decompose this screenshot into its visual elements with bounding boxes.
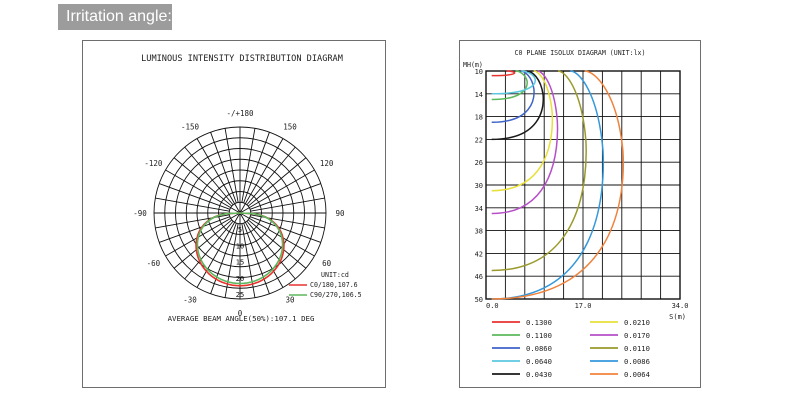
isolux-ytick: 30: [475, 182, 483, 190]
polar-spoke: [239, 212, 284, 288]
polar-spoke: [250, 214, 325, 229]
isolux-xtick: 0.0: [486, 302, 499, 310]
isolux-ytick: 50: [475, 296, 483, 304]
isolux-ytick: 14: [475, 91, 483, 99]
polar-angle-label: -60: [147, 259, 161, 268]
isolux-ytick: 10: [475, 68, 483, 76]
polar-angle-label: 120: [320, 159, 334, 168]
isolux-contour: [491, 70, 535, 124]
isolux-legend-label: 0.0086: [624, 357, 650, 366]
isolux-chart-panel: C0 PLANE ISOLUX DIAGRAM (UNIT:lx) MH(m) 10…: [459, 40, 701, 388]
polar-radial-label: 5: [238, 226, 242, 234]
polar-angle-label: 30: [285, 296, 295, 305]
polar-spoke: [243, 222, 270, 294]
isolux-legend-label: 0.0640: [526, 357, 552, 366]
polar-series-curve: [196, 212, 284, 285]
isolux-legend-label: 0.1300: [526, 318, 552, 327]
isolux-ytick: 26: [475, 159, 483, 167]
polar-spoke: [239, 169, 315, 214]
polar-angle-label: 0: [238, 309, 243, 318]
polar-legend-label: C90/270,106.5: [310, 291, 362, 299]
polar-spoke: [249, 183, 321, 210]
isolux-chart: C0 PLANE ISOLUX DIAGRAM (UNIT:lx) MH(m)10…: [463, 49, 689, 379]
polar-spoke: [249, 216, 321, 243]
isolux-grid: [485, 70, 681, 300]
polar-radial-label: 10: [236, 242, 244, 250]
isolux-contour: [491, 70, 516, 77]
polar-spoke: [184, 146, 234, 206]
polar-spoke: [247, 219, 307, 269]
polar-spoke: [246, 146, 296, 206]
polar-angle-label: 90: [335, 209, 345, 218]
polar-spoke: [239, 138, 284, 214]
polar-legend-label: C0/180,107.6: [310, 281, 358, 289]
polar-chart-panel: LUMINOUS INTENSITY DISTRIBUTION DIAGRAM -…: [82, 40, 386, 388]
polar-angle-label: -120: [144, 159, 163, 168]
isolux-legend-label: 0.0860: [526, 344, 552, 353]
isolux-contour: [491, 70, 624, 300]
isolux-xlabel: S(m): [669, 313, 686, 321]
polar-spoke: [243, 132, 270, 204]
polar-radial-label: 15: [236, 259, 244, 267]
polar-spoke: [224, 128, 239, 203]
polar-angle-label: -90: [133, 209, 147, 218]
polar-spoke: [165, 169, 241, 214]
polar-spoke: [173, 219, 233, 269]
isolux-ylabel: MH(m): [463, 61, 483, 69]
polar-spoke: [159, 216, 231, 243]
isolux-legend-label: 0.0064: [624, 370, 650, 379]
isolux-xtick: 17.0: [575, 302, 592, 310]
isolux-legend-label: 0.0110: [624, 344, 650, 353]
polar-chart: LUMINOUS INTENSITY DISTRIBUTION DIAGRAM -…: [133, 54, 362, 323]
polar-spoke: [165, 212, 241, 257]
isolux-ytick: 46: [475, 273, 483, 281]
isolux-legend-label: 0.0430: [526, 370, 552, 379]
isolux-ytick: 34: [475, 205, 483, 213]
polar-spoke: [184, 220, 234, 280]
polar-spoke: [241, 223, 256, 298]
isolux-ytick: 22: [475, 136, 483, 144]
polar-spoke: [247, 157, 307, 207]
isolux-contour: [491, 70, 544, 141]
polar-angle-label: -30: [183, 296, 197, 305]
polar-spoke: [224, 223, 239, 298]
polar-spoke: [241, 128, 256, 203]
polar-unit-label: UNIT:cd: [321, 271, 349, 279]
polar-spoke: [155, 214, 230, 229]
polar-spoke: [239, 212, 315, 257]
polar-angle-label: 150: [283, 122, 297, 131]
isolux-contour: [491, 70, 528, 101]
polar-spoke: [210, 132, 237, 204]
polar-spoke: [196, 212, 241, 288]
polar-spoke: [246, 220, 296, 280]
polar-spoke: [210, 222, 237, 294]
isolux-xtick: 34.0: [672, 302, 689, 310]
isolux-title: C0 PLANE ISOLUX DIAGRAM (UNIT:lx): [514, 49, 645, 57]
section-tag: Irritation angle:: [58, 4, 172, 30]
isolux-legend-label: 0.0170: [624, 331, 650, 340]
isolux-ytick: 38: [475, 228, 483, 236]
isolux-contour: [491, 70, 559, 215]
isolux-contour: [491, 70, 536, 95]
isolux-contour: [491, 70, 587, 272]
isolux-legend-label: 0.0210: [624, 318, 650, 327]
polar-radial-label: 20: [236, 275, 244, 283]
polar-spoke: [173, 157, 233, 207]
isolux-legend-label: 0.1100: [526, 331, 552, 340]
polar-series-curve: [195, 212, 285, 287]
polar-angle-label: -150: [181, 122, 200, 131]
isolux-contour: [491, 70, 554, 192]
polar-angle-label: -/+180: [226, 109, 254, 118]
isolux-contour: [491, 70, 605, 300]
polar-spoke: [196, 138, 241, 214]
polar-spoke: [159, 183, 231, 210]
isolux-ytick: 18: [475, 114, 483, 122]
polar-radial-label: 25: [236, 291, 244, 299]
polar-angle-label: 60: [322, 259, 332, 268]
polar-spoke: [155, 197, 230, 212]
polar-title: LUMINOUS INTENSITY DISTRIBUTION DIAGRAM: [141, 54, 343, 64]
isolux-ytick: 42: [475, 250, 483, 258]
polar-footnote: AVERAGE BEAM ANGLE(50%):107.1 DEG: [168, 314, 315, 323]
polar-spoke: [250, 197, 325, 212]
